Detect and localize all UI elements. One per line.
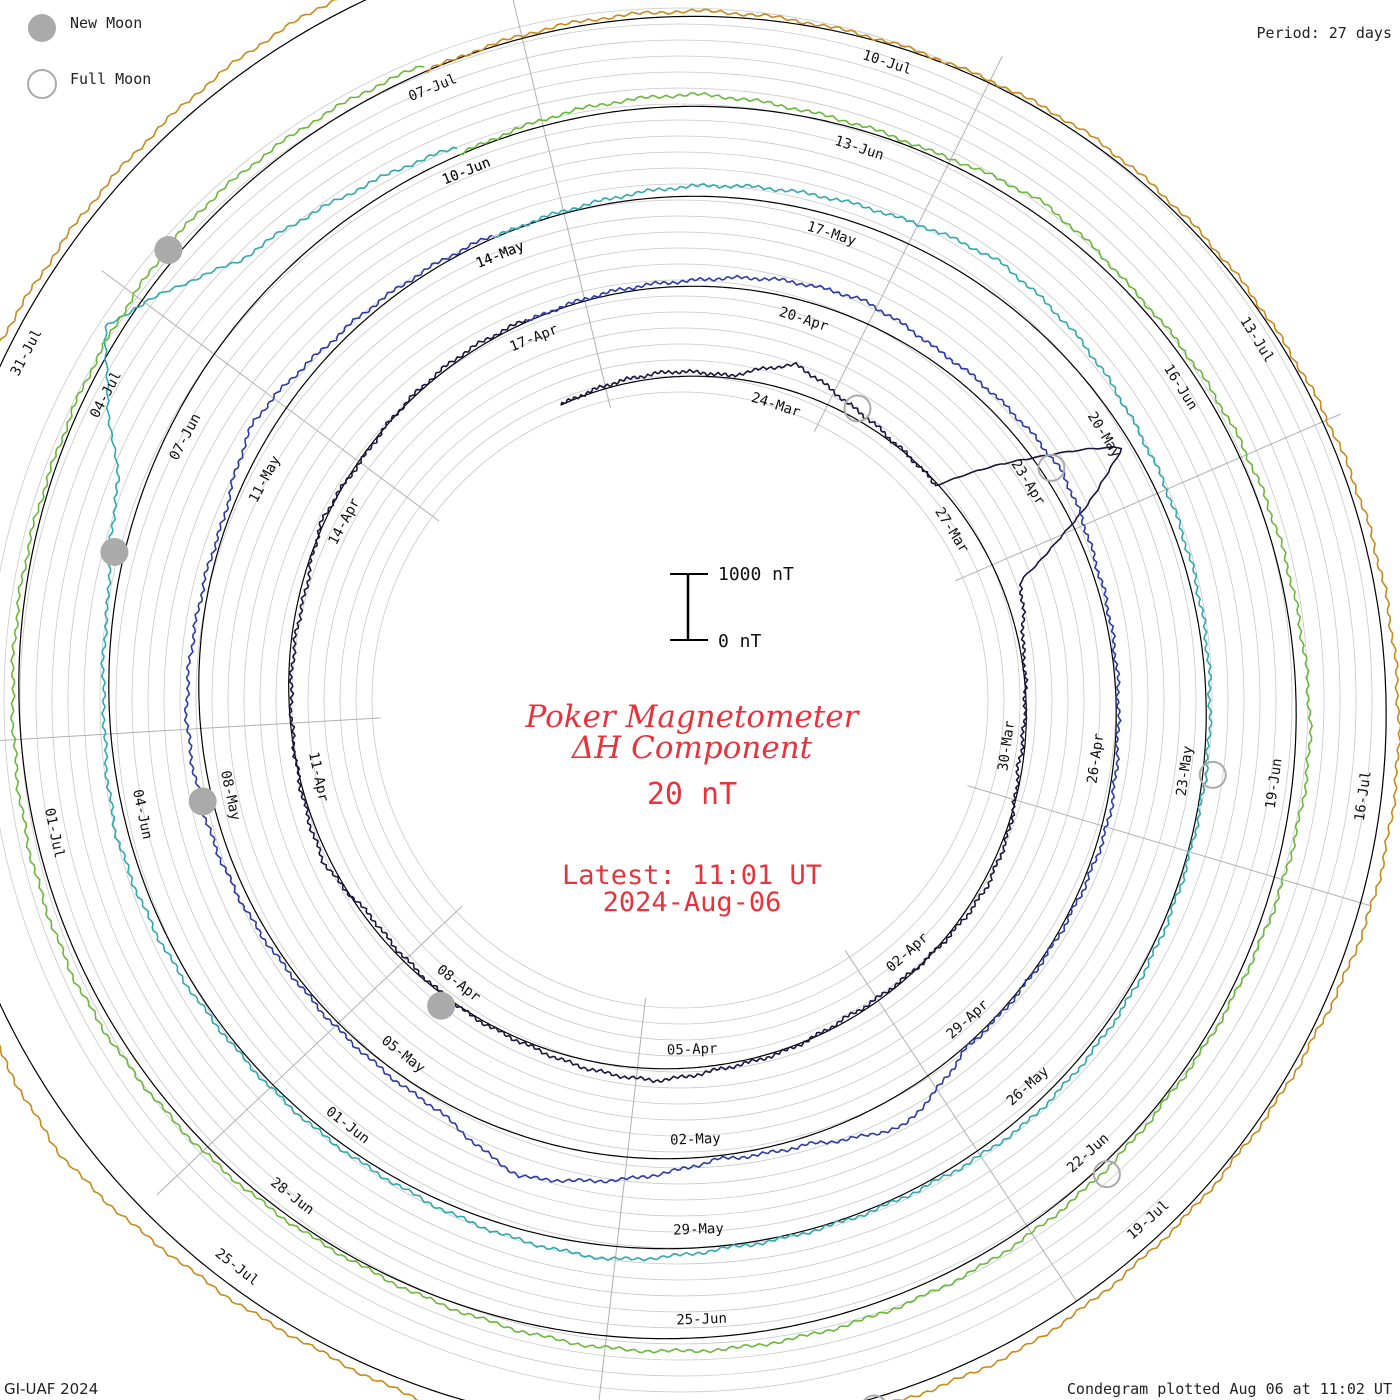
date-tick-label: 02-May bbox=[670, 1131, 721, 1149]
grid-ring bbox=[19, 39, 1341, 1361]
grid-ring bbox=[67, 87, 1293, 1313]
grid-ring bbox=[115, 135, 1245, 1265]
new-moon-marker bbox=[154, 236, 183, 265]
full-moon-icon bbox=[27, 69, 57, 99]
date-tick-label: 16-Jun bbox=[1160, 362, 1200, 413]
radial-gridline bbox=[101, 270, 440, 522]
date-tick-label: 24-Mar bbox=[749, 390, 802, 421]
date-tick-label: 11-Apr bbox=[305, 751, 331, 804]
scale-value: 20 nT bbox=[647, 777, 737, 812]
radial-gridline bbox=[955, 413, 1341, 582]
date-tick-label: 02-Apr bbox=[883, 930, 931, 976]
grid-ring bbox=[99, 119, 1261, 1281]
full-moon-marker bbox=[843, 394, 872, 423]
full-moon-marker bbox=[1037, 453, 1066, 482]
date-tick-label: 08-May bbox=[217, 769, 243, 822]
date-tick-label: 19-Jul bbox=[1124, 1197, 1172, 1243]
date-tick-label: 11-May bbox=[246, 453, 284, 505]
grid-ring bbox=[51, 71, 1309, 1329]
chart-subtitle: ΔH Component bbox=[571, 730, 813, 766]
grid-ring bbox=[339, 359, 1021, 1041]
full-moon-marker bbox=[1092, 1160, 1121, 1189]
grid-ring bbox=[195, 215, 1165, 1185]
new-moon-marker bbox=[427, 991, 456, 1020]
date-tick-label: 16-Jul bbox=[1352, 770, 1375, 822]
scale-bar: 1000 nT 0 nT bbox=[670, 564, 794, 652]
series-line bbox=[288, 318, 1123, 1084]
radial-gridline bbox=[512, 0, 611, 409]
grid-ring bbox=[83, 103, 1277, 1297]
date-tick-label: 01-Jul bbox=[41, 807, 67, 860]
date-tick-label: 20-Apr bbox=[777, 304, 830, 335]
date-tick-label: 25-Jul bbox=[212, 1246, 262, 1290]
grid-ring bbox=[35, 55, 1325, 1345]
date-tick-label: 31-Jul bbox=[8, 327, 46, 379]
date-tick-label: 25-Jun bbox=[676, 1311, 727, 1329]
full-moon-marker bbox=[863, 1394, 886, 1400]
grid-ring bbox=[211, 231, 1149, 1169]
radial-gridline bbox=[967, 785, 1371, 907]
scale-bottom-label: 0 nT bbox=[718, 631, 762, 652]
footer-plotted: Condegram plotted Aug 06 at 11:02 UT bbox=[1067, 1380, 1392, 1398]
footer-credit: GI-UAF 2024 bbox=[4, 1380, 98, 1398]
date-tick-label: 05-Apr bbox=[667, 1041, 718, 1059]
legend: New Moon Full Moon bbox=[27, 14, 151, 99]
grid-ring bbox=[307, 327, 1053, 1073]
series-line bbox=[183, 234, 1122, 1184]
moon-markers bbox=[100, 236, 1227, 1400]
scale-top-label: 1000 nT bbox=[718, 564, 794, 585]
grid-ring bbox=[275, 295, 1085, 1105]
date-tick-label: 04-Jul bbox=[87, 369, 125, 421]
new-moon-marker bbox=[100, 537, 129, 566]
grid-ring bbox=[3, 23, 1357, 1377]
series-line bbox=[100, 146, 1213, 1262]
date-tick-label: 19-Jun bbox=[1263, 757, 1286, 809]
date-tick-label: 29-Apr bbox=[944, 997, 992, 1043]
new-moon-marker bbox=[188, 787, 217, 816]
date-tick-label: 30-Mar bbox=[995, 720, 1018, 772]
grid-ring bbox=[371, 391, 989, 1009]
date-tick-label: 26-Apr bbox=[1084, 732, 1107, 784]
chart-title: Poker Magnetometer bbox=[525, 699, 861, 735]
radial-gridline bbox=[0, 717, 381, 741]
period-label: Period: 27 days bbox=[1257, 24, 1392, 42]
grid-ring bbox=[147, 167, 1213, 1233]
radial-gridline bbox=[844, 950, 1077, 1302]
legend-new-moon-label: New Moon bbox=[70, 14, 142, 32]
grid-ring bbox=[323, 343, 1037, 1057]
grid-ring bbox=[163, 183, 1197, 1217]
date-tick-label: 20-May bbox=[1084, 409, 1124, 460]
legend-full-moon-label: Full Moon bbox=[70, 70, 151, 88]
series-line bbox=[10, 65, 1314, 1354]
grid-ring bbox=[0, 7, 1373, 1393]
date-tick-label: 23-May bbox=[1174, 745, 1197, 797]
full-moon-marker bbox=[1198, 760, 1227, 789]
grid-ring bbox=[179, 199, 1181, 1201]
latest-date: 2024-Aug-06 bbox=[603, 887, 782, 918]
new-moon-icon bbox=[28, 14, 56, 42]
date-tick-label: 04-Jun bbox=[129, 788, 155, 841]
grid-ring bbox=[227, 247, 1133, 1153]
grid-ring bbox=[259, 279, 1101, 1121]
latest-time: Latest: 11:01 UT bbox=[562, 860, 822, 891]
date-tick-label: 29-May bbox=[673, 1221, 724, 1239]
date-tick-label: 22-Jun bbox=[1064, 1130, 1112, 1176]
date-tick-label: 05-May bbox=[378, 1033, 428, 1077]
